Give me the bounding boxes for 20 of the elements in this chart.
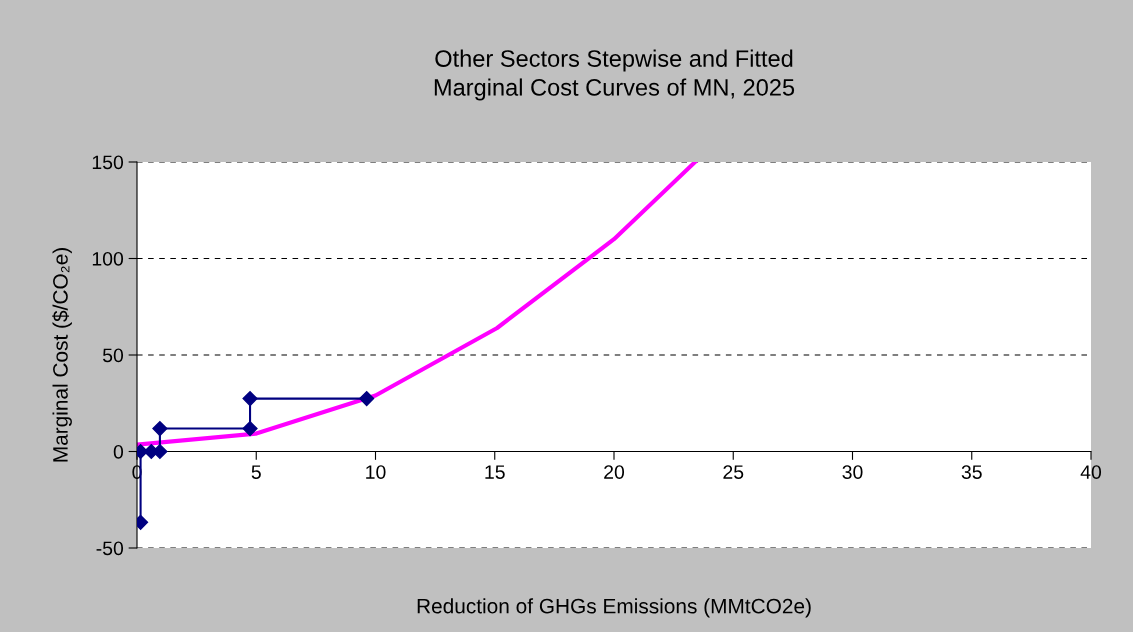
y-tick-label: 50 — [102, 348, 124, 363]
chart-title: Other Sectors Stepwise and Fitted Marginal Cost Curves of MN, 2025 — [434, 49, 795, 101]
x-tick-label: 10 — [366, 465, 386, 479]
point — [242, 391, 258, 407]
x-tick-label: 5 — [251, 465, 261, 479]
x-tick-label: 25 — [723, 465, 744, 479]
y-tick-label: -50 — [96, 541, 124, 556]
x-tick-label: 15 — [485, 465, 505, 479]
y-tick-label: 150 — [92, 155, 124, 170]
x-axis-title: Reduction of GHGs Emissions (MMtCO2e) — [417, 598, 811, 618]
x-tick-label: 20 — [604, 465, 625, 479]
point — [359, 391, 375, 407]
x-tick-label: 40 — [1080, 465, 1102, 479]
y-axis-title: Marginal Cost ($/CO₂e) — [52, 248, 72, 462]
point — [152, 420, 168, 437]
y-tick-label: 100 — [92, 251, 124, 266]
y-tick-label: 0 — [113, 444, 124, 459]
x-tick-label: 35 — [961, 465, 982, 479]
point — [242, 420, 258, 437]
x-tick-label: 30 — [842, 465, 863, 479]
